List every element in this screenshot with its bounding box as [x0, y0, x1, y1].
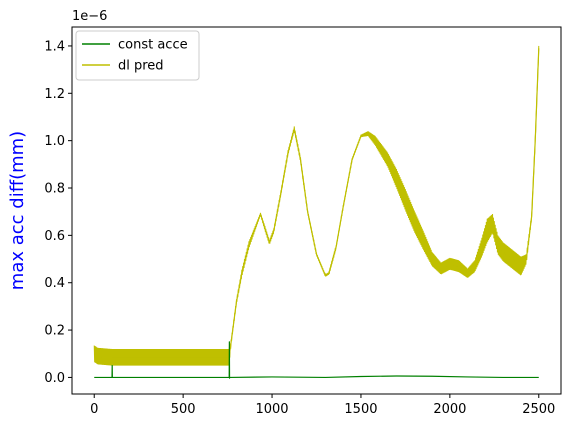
y-tick-label: 1.2: [44, 87, 65, 102]
series-line-dl-pred: [93, 48, 540, 358]
y-axis: 0.0 0.2 0.4 0.6 0.8 1.0 1.2 1.4: [44, 39, 72, 386]
x-tick-label: 0: [90, 402, 98, 417]
y-tick-label: 0.4: [44, 276, 65, 291]
y-tick-label: 0.6: [44, 229, 65, 244]
legend: const acce dl pred: [75, 30, 200, 81]
legend-label-dl-pred: dl pred: [118, 59, 164, 74]
x-axis: 0 500 1000 1500 2000 2500: [90, 394, 555, 417]
legend-label-const-acce: const acce: [118, 38, 188, 53]
y-tick-label: 1.4: [44, 39, 65, 54]
series-const-acce: [94, 341, 539, 379]
y-tick-label: 1.0: [44, 134, 65, 149]
x-tick-label: 500: [171, 402, 196, 417]
y-tick-label: 0.8: [44, 182, 65, 197]
y-tick-label: 0.2: [44, 324, 65, 339]
series-line-const-acce: [94, 341, 539, 379]
series-band-dl-pred: [93, 45, 540, 366]
y-tick-label: 0.0: [44, 371, 65, 386]
x-tick-label: 2500: [522, 402, 555, 417]
series-layer: [93, 45, 540, 379]
x-tick-label: 2000: [433, 402, 466, 417]
series-dl-pred: [93, 45, 540, 366]
plot-frame: [71, 26, 562, 395]
y-offset-text: 1e−6: [72, 9, 107, 24]
x-tick-label: 1000: [255, 402, 288, 417]
x-tick-label: 1500: [344, 402, 377, 417]
y-axis-label: max acc diff(mm): [7, 131, 28, 290]
